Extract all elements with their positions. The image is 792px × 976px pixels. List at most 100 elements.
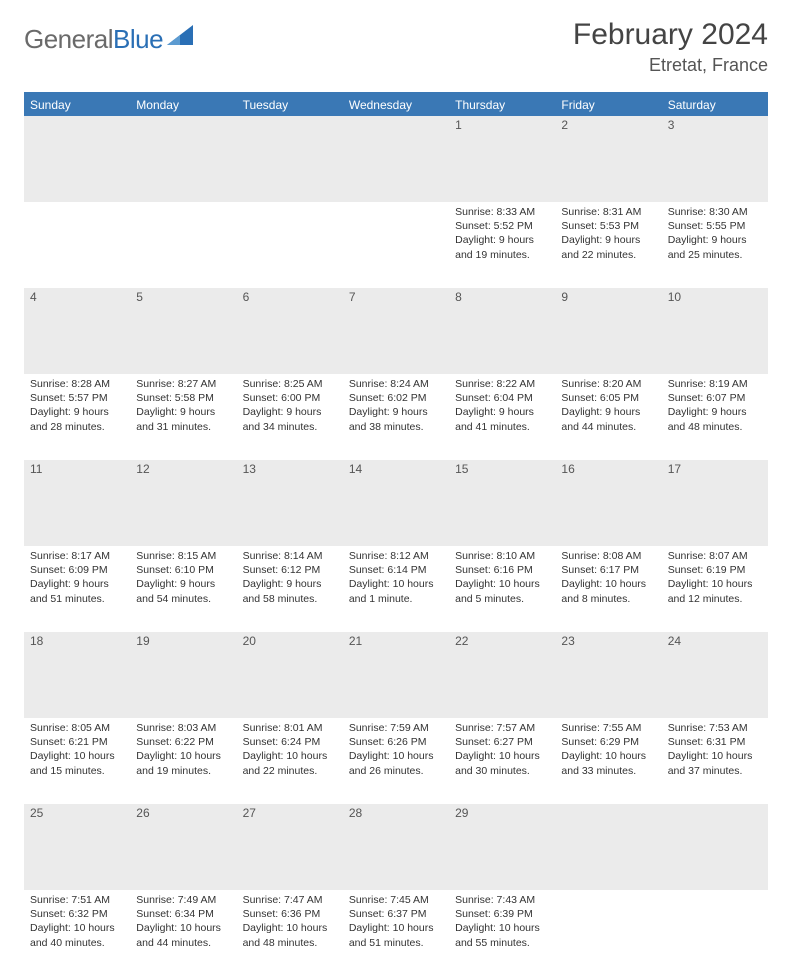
- sunrise-text: Sunrise: 8:30 AM: [668, 205, 762, 219]
- empty-number-cell: [343, 116, 449, 202]
- calendar-body: 123Sunrise: 8:33 AMSunset: 5:52 PMDaylig…: [24, 116, 768, 976]
- sunrise-text: Sunrise: 8:28 AM: [30, 377, 124, 391]
- daylight-text: Daylight: 9 hours and 34 minutes.: [243, 405, 337, 433]
- sunrise-text: Sunrise: 8:01 AM: [243, 721, 337, 735]
- sunset-text: Sunset: 6:24 PM: [243, 735, 337, 749]
- day-details: Sunrise: 7:49 AMSunset: 6:34 PMDaylight:…: [130, 890, 236, 956]
- sunrise-text: Sunrise: 8:03 AM: [136, 721, 230, 735]
- day-number: 1: [449, 116, 555, 134]
- day-cell: Sunrise: 8:05 AMSunset: 6:21 PMDaylight:…: [24, 718, 130, 804]
- empty-cell: [24, 202, 130, 288]
- day-details: Sunrise: 8:10 AMSunset: 6:16 PMDaylight:…: [449, 546, 555, 612]
- sunrise-text: Sunrise: 8:22 AM: [455, 377, 549, 391]
- day-header: Tuesday: [237, 94, 343, 116]
- sunset-text: Sunset: 5:55 PM: [668, 219, 762, 233]
- sunset-text: Sunset: 6:10 PM: [136, 563, 230, 577]
- day-number-row: 18192021222324: [24, 632, 768, 718]
- day-number-cell: 19: [130, 632, 236, 718]
- daylight-text: Daylight: 9 hours and 48 minutes.: [668, 405, 762, 433]
- calendar-table: SundayMondayTuesdayWednesdayThursdayFrid…: [24, 94, 768, 976]
- day-number: 22: [449, 632, 555, 650]
- day-details: Sunrise: 8:22 AMSunset: 6:04 PMDaylight:…: [449, 374, 555, 440]
- day-cell: Sunrise: 8:12 AMSunset: 6:14 PMDaylight:…: [343, 546, 449, 632]
- day-cell: Sunrise: 8:10 AMSunset: 6:16 PMDaylight:…: [449, 546, 555, 632]
- daylight-text: Daylight: 10 hours and 48 minutes.: [243, 921, 337, 949]
- day-number: 21: [343, 632, 449, 650]
- empty-number-cell: [237, 116, 343, 202]
- sunrise-text: Sunrise: 7:59 AM: [349, 721, 443, 735]
- day-number-cell: 13: [237, 460, 343, 546]
- sunset-text: Sunset: 6:27 PM: [455, 735, 549, 749]
- day-number-cell: 17: [662, 460, 768, 546]
- sunset-text: Sunset: 6:07 PM: [668, 391, 762, 405]
- day-number: 16: [555, 460, 661, 478]
- sunrise-text: Sunrise: 7:45 AM: [349, 893, 443, 907]
- sunset-text: Sunset: 6:34 PM: [136, 907, 230, 921]
- sunrise-text: Sunrise: 8:33 AM: [455, 205, 549, 219]
- day-cell: Sunrise: 7:47 AMSunset: 6:36 PMDaylight:…: [237, 890, 343, 976]
- daylight-text: Daylight: 9 hours and 31 minutes.: [136, 405, 230, 433]
- sunset-text: Sunset: 6:26 PM: [349, 735, 443, 749]
- day-number-cell: 29: [449, 804, 555, 890]
- sunset-text: Sunset: 6:37 PM: [349, 907, 443, 921]
- day-details: Sunrise: 7:43 AMSunset: 6:39 PMDaylight:…: [449, 890, 555, 956]
- day-header: Sunday: [24, 94, 130, 116]
- sunrise-text: Sunrise: 8:25 AM: [243, 377, 337, 391]
- empty-number-cell: [130, 116, 236, 202]
- daylight-text: Daylight: 10 hours and 8 minutes.: [561, 577, 655, 605]
- sunset-text: Sunset: 6:21 PM: [30, 735, 124, 749]
- day-details: Sunrise: 8:24 AMSunset: 6:02 PMDaylight:…: [343, 374, 449, 440]
- day-details: Sunrise: 7:53 AMSunset: 6:31 PMDaylight:…: [662, 718, 768, 784]
- day-cell: Sunrise: 8:31 AMSunset: 5:53 PMDaylight:…: [555, 202, 661, 288]
- day-number: 24: [662, 632, 768, 650]
- day-number-row: 45678910: [24, 288, 768, 374]
- sunset-text: Sunset: 6:05 PM: [561, 391, 655, 405]
- calendar-page: GeneralBlue February 2024 Etretat, Franc…: [0, 0, 792, 612]
- day-content-row: Sunrise: 8:33 AMSunset: 5:52 PMDaylight:…: [24, 202, 768, 288]
- day-details: Sunrise: 8:28 AMSunset: 5:57 PMDaylight:…: [24, 374, 130, 440]
- day-number: 6: [237, 288, 343, 306]
- day-details: Sunrise: 8:03 AMSunset: 6:22 PMDaylight:…: [130, 718, 236, 784]
- day-cell: Sunrise: 8:19 AMSunset: 6:07 PMDaylight:…: [662, 374, 768, 460]
- day-number: 3: [662, 116, 768, 134]
- day-number-row: 2526272829: [24, 804, 768, 890]
- day-details: Sunrise: 8:05 AMSunset: 6:21 PMDaylight:…: [24, 718, 130, 784]
- daylight-text: Daylight: 10 hours and 37 minutes.: [668, 749, 762, 777]
- sunrise-text: Sunrise: 8:08 AM: [561, 549, 655, 563]
- empty-number-cell: [662, 804, 768, 890]
- sunrise-text: Sunrise: 8:07 AM: [668, 549, 762, 563]
- sunrise-text: Sunrise: 7:53 AM: [668, 721, 762, 735]
- day-cell: Sunrise: 8:08 AMSunset: 6:17 PMDaylight:…: [555, 546, 661, 632]
- day-number: 29: [449, 804, 555, 822]
- day-details: Sunrise: 8:15 AMSunset: 6:10 PMDaylight:…: [130, 546, 236, 612]
- daylight-text: Daylight: 10 hours and 22 minutes.: [243, 749, 337, 777]
- sunset-text: Sunset: 6:39 PM: [455, 907, 549, 921]
- day-cell: Sunrise: 8:30 AMSunset: 5:55 PMDaylight:…: [662, 202, 768, 288]
- sunrise-text: Sunrise: 7:47 AM: [243, 893, 337, 907]
- day-header: Thursday: [449, 94, 555, 116]
- day-cell: Sunrise: 8:01 AMSunset: 6:24 PMDaylight:…: [237, 718, 343, 804]
- day-cell: Sunrise: 7:51 AMSunset: 6:32 PMDaylight:…: [24, 890, 130, 976]
- day-number-cell: 8: [449, 288, 555, 374]
- sunset-text: Sunset: 6:09 PM: [30, 563, 124, 577]
- daylight-text: Daylight: 9 hours and 44 minutes.: [561, 405, 655, 433]
- sunset-text: Sunset: 6:36 PM: [243, 907, 337, 921]
- sunset-text: Sunset: 6:31 PM: [668, 735, 762, 749]
- day-content-row: Sunrise: 7:51 AMSunset: 6:32 PMDaylight:…: [24, 890, 768, 976]
- brand-text-part2: Blue: [113, 24, 163, 55]
- day-content-row: Sunrise: 8:28 AMSunset: 5:57 PMDaylight:…: [24, 374, 768, 460]
- empty-cell: [237, 202, 343, 288]
- day-details: Sunrise: 8:07 AMSunset: 6:19 PMDaylight:…: [662, 546, 768, 612]
- day-number: 27: [237, 804, 343, 822]
- page-subtitle: Etretat, France: [573, 55, 768, 76]
- sunrise-text: Sunrise: 8:14 AM: [243, 549, 337, 563]
- day-header: Wednesday: [343, 94, 449, 116]
- day-details: Sunrise: 8:19 AMSunset: 6:07 PMDaylight:…: [662, 374, 768, 440]
- sunrise-text: Sunrise: 8:12 AM: [349, 549, 443, 563]
- empty-cell: [555, 890, 661, 976]
- day-number-cell: 25: [24, 804, 130, 890]
- day-content-row: Sunrise: 8:05 AMSunset: 6:21 PMDaylight:…: [24, 718, 768, 804]
- day-details: Sunrise: 8:14 AMSunset: 6:12 PMDaylight:…: [237, 546, 343, 612]
- day-number: 19: [130, 632, 236, 650]
- page-header: GeneralBlue February 2024 Etretat, Franc…: [24, 18, 768, 88]
